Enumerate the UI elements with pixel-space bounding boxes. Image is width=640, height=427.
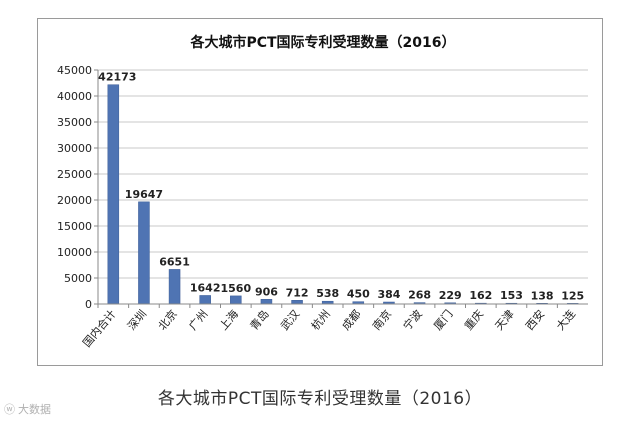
x-tick-label: 北京 bbox=[155, 307, 180, 333]
bar bbox=[260, 299, 273, 305]
y-tick-label: 45000 bbox=[57, 64, 92, 77]
bars bbox=[107, 84, 579, 305]
data-label: 712 bbox=[286, 286, 309, 299]
gridlines bbox=[98, 69, 588, 279]
y-tick-label: 20000 bbox=[57, 194, 92, 207]
y-tick-label: 35000 bbox=[57, 116, 92, 129]
data-label: 162 bbox=[469, 289, 492, 302]
data-label: 450 bbox=[347, 288, 370, 301]
data-label: 125 bbox=[561, 289, 584, 302]
data-label: 538 bbox=[316, 287, 339, 300]
bar bbox=[199, 295, 211, 305]
data-label: 6651 bbox=[159, 255, 190, 268]
y-tick-label: 40000 bbox=[57, 90, 92, 103]
bar bbox=[107, 84, 120, 305]
watermark-text: 大数据 bbox=[18, 403, 51, 416]
x-tick-label: 厦门 bbox=[431, 307, 456, 333]
data-label: 19647 bbox=[125, 188, 163, 201]
data-label: 268 bbox=[408, 289, 431, 302]
x-tick-label: 南京 bbox=[369, 307, 394, 333]
x-tick-label: 宁波 bbox=[400, 307, 425, 333]
x-tick-label: 杭州 bbox=[308, 307, 333, 333]
bar bbox=[291, 300, 303, 305]
x-tick-label: 大连 bbox=[553, 307, 578, 333]
x-tick-label: 成都 bbox=[340, 308, 364, 333]
x-tick-label: 深圳 bbox=[125, 308, 149, 333]
y-tick-label: 10000 bbox=[57, 246, 92, 259]
x-tick-label: 西安 bbox=[522, 307, 547, 333]
data-label: 906 bbox=[255, 285, 278, 298]
y-tick-label: 15000 bbox=[57, 220, 92, 233]
x-tick-label: 上海 bbox=[216, 307, 241, 333]
bar bbox=[138, 201, 150, 305]
figure-caption: 各大城市PCT国际专利受理数量（2016） bbox=[157, 389, 483, 409]
data-label: 153 bbox=[500, 289, 523, 302]
x-tick-label: 广州 bbox=[186, 308, 210, 333]
data-label: 384 bbox=[377, 288, 400, 301]
x-tick-label: 国内合计 bbox=[80, 307, 119, 350]
watermark: ⓦ 大数据 bbox=[4, 401, 51, 417]
chart-frame: 各大城市PCT国际专利受理数量（2016） 0 5000 10000 15000 200… bbox=[37, 18, 603, 366]
y-tick-label: 25000 bbox=[57, 168, 92, 181]
data-label: 138 bbox=[531, 289, 554, 302]
data-label: 42173 bbox=[98, 71, 136, 84]
bar bbox=[230, 295, 242, 305]
y-tick-label: 5000 bbox=[64, 272, 92, 285]
data-label: 1560 bbox=[221, 282, 252, 295]
x-tick-label: 青岛 bbox=[247, 307, 272, 333]
y-tick-label: 0 bbox=[85, 298, 92, 311]
weibo-logo-icon: ⓦ bbox=[4, 403, 15, 416]
x-tick-label: 重庆 bbox=[461, 307, 486, 333]
x-tick-label: 天津 bbox=[493, 308, 517, 333]
y-axis-ticks: 0 5000 10000 15000 20000 25000 30000 35000 40000… bbox=[57, 64, 98, 311]
chart-title: 各大城市PCT国际专利受理数量（2016） bbox=[189, 34, 455, 51]
bar bbox=[168, 269, 181, 305]
x-axis-ticks: 国内合计 深圳 北京 广州 上海 青岛 武汉 杭州 成都 南京 宁波 厦门 重庆 天津 西安 大连 bbox=[80, 304, 578, 350]
y-tick-label: 30000 bbox=[57, 142, 92, 155]
data-label: 229 bbox=[439, 289, 462, 302]
bar-chart: 各大城市PCT国际专利受理数量（2016） 0 5000 10000 15000 200… bbox=[57, 34, 588, 350]
data-label: 1642 bbox=[190, 281, 221, 294]
x-tick-label: 武汉 bbox=[278, 308, 302, 333]
